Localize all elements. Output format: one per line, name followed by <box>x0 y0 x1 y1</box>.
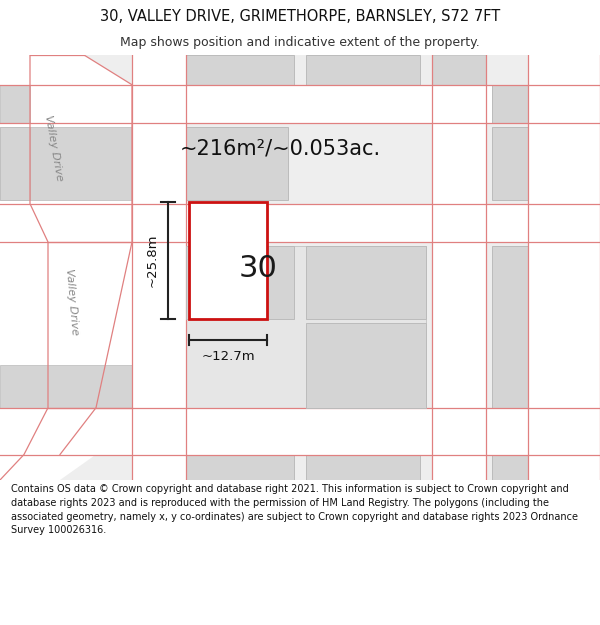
Bar <box>186 55 294 85</box>
Bar <box>0 127 30 199</box>
Bar <box>306 454 420 480</box>
Bar <box>0 85 30 123</box>
Bar <box>492 246 528 408</box>
Bar <box>492 85 528 123</box>
Text: Valley Drive: Valley Drive <box>43 115 65 182</box>
Bar <box>306 55 420 85</box>
Text: ~12.7m: ~12.7m <box>201 351 255 363</box>
Bar <box>132 55 186 480</box>
Text: Map shows position and indicative extent of the property.: Map shows position and indicative extent… <box>120 36 480 49</box>
Text: Valley Drive: Valley Drive <box>64 268 80 335</box>
Bar <box>528 55 600 480</box>
Bar <box>186 454 294 480</box>
Bar <box>432 55 486 480</box>
Bar <box>492 204 528 242</box>
Text: ~216m²/~0.053ac.: ~216m²/~0.053ac. <box>180 139 381 159</box>
Text: 30: 30 <box>239 254 277 283</box>
Bar <box>0 85 600 123</box>
Bar <box>186 127 288 199</box>
Bar <box>0 365 132 408</box>
Bar <box>0 204 600 242</box>
Text: 30, VALLEY DRIVE, GRIMETHORPE, BARNSLEY, S72 7FT: 30, VALLEY DRIVE, GRIMETHORPE, BARNSLEY,… <box>100 9 500 24</box>
Bar <box>492 127 528 199</box>
Polygon shape <box>0 55 132 480</box>
Bar <box>186 246 294 319</box>
Bar <box>0 408 600 454</box>
Bar <box>189 202 267 319</box>
Bar <box>186 246 426 408</box>
Bar <box>432 55 486 85</box>
Text: Contains OS data © Crown copyright and database right 2021. This information is : Contains OS data © Crown copyright and d… <box>11 484 578 535</box>
Bar <box>306 322 426 408</box>
Bar <box>0 127 132 199</box>
Text: ~25.8m: ~25.8m <box>146 233 159 287</box>
Bar <box>492 454 528 480</box>
Bar <box>306 246 426 319</box>
